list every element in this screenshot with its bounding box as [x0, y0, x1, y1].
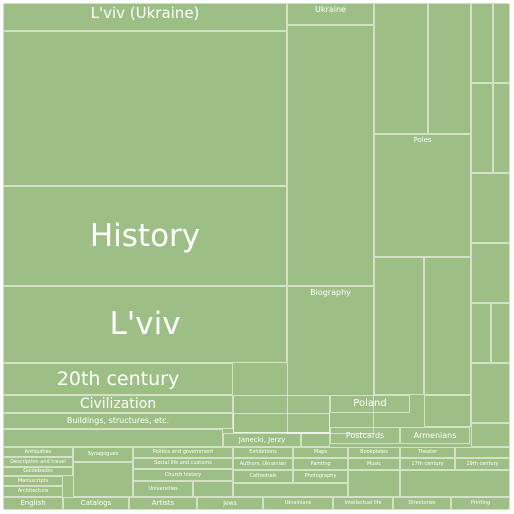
treemap-cell: Armenians: [400, 427, 470, 444]
treemap-cell-unlabeled: [287, 25, 374, 286]
treemap-cell: Poles: [374, 134, 471, 257]
treemap-cell-unlabeled: [455, 447, 510, 458]
treemap-cell: Photography: [293, 470, 348, 483]
treemap-cell-unlabeled: [400, 470, 510, 497]
treemap-cell: Janecki, Jerzy: [223, 433, 301, 447]
treemap-cell-unlabeled: [491, 303, 510, 363]
treemap-cell-unlabeled: [301, 433, 330, 447]
treemap-cell-unlabeled: [424, 395, 471, 427]
treemap-cell: English: [3, 497, 63, 510]
treemap-cell-unlabeled: [374, 257, 424, 395]
treemap-cell: Artists: [129, 497, 197, 510]
treemap-cell: L'viv: [3, 286, 287, 363]
treemap-cell: 19th century: [455, 458, 510, 470]
treemap-cell-unlabeled: [348, 470, 400, 497]
treemap-cell-unlabeled: [428, 3, 471, 134]
treemap-cell-unlabeled: [233, 413, 330, 433]
treemap-cell: Antiquities: [3, 447, 73, 457]
treemap-cell-unlabeled: [193, 481, 233, 497]
treemap-cell-unlabeled: [73, 462, 133, 497]
treemap-cell-unlabeled: [3, 31, 287, 186]
treemap-cell-unlabeled: [471, 3, 493, 83]
treemap-cell: Universities: [133, 481, 193, 497]
treemap-cell-unlabeled: [471, 423, 510, 447]
treemap-cell: Intellectual life: [333, 497, 393, 510]
treemap-cell: Manuscripts: [3, 476, 63, 486]
treemap-cell: Directories: [393, 497, 451, 510]
treemap-cell: Architecture: [3, 486, 63, 497]
treemap-cell: Politics and government: [133, 447, 233, 458]
treemap-cell-unlabeled: [471, 243, 510, 303]
treemap-cell: Cathedrals: [233, 470, 293, 483]
treemap-cell-unlabeled: [424, 257, 471, 395]
treemap-cell-unlabeled: [3, 429, 223, 447]
treemap-cell: Social life and customs: [133, 458, 233, 469]
treemap-cell: Ukraine: [287, 3, 374, 25]
treemap-cell: Synagogues: [73, 447, 133, 462]
treemap-cell-unlabeled: [471, 303, 491, 363]
treemap-cell: Exhibitions: [233, 447, 293, 458]
treemap-cell: Ukrainians: [263, 497, 333, 510]
treemap-cell: Music: [348, 458, 400, 470]
treemap-cell: L'viv (Ukraine): [3, 3, 287, 31]
treemap: L'viv (Ukraine) History L'viv 20th century U…: [3, 3, 510, 510]
treemap-cell-unlabeled: [493, 3, 510, 83]
treemap-cell: Postcards: [330, 427, 400, 444]
treemap-cell: 20th century: [3, 363, 233, 395]
treemap-cell-unlabeled: [233, 483, 348, 497]
treemap-cell: Maps: [293, 447, 348, 458]
treemap-cell: Catalogs: [63, 497, 129, 510]
treemap-cell: Jews: [197, 497, 263, 510]
treemap-cell-unlabeled: [493, 83, 510, 173]
treemap-cell: Buildings, structures, etc.: [3, 413, 233, 429]
treemap-cell: 17th century: [400, 458, 455, 470]
treemap-cell-unlabeled: [471, 363, 510, 423]
treemap-cell: Authors, Ukrainian: [233, 458, 293, 470]
treemap-cell: Poland: [330, 395, 410, 413]
treemap-cell-unlabeled: [471, 173, 510, 243]
treemap-cell: Painting: [293, 458, 348, 470]
treemap-cell-unlabeled: [471, 83, 493, 173]
treemap-cell: History: [3, 186, 287, 286]
treemap-cell-unlabeled: [374, 3, 428, 134]
treemap-cell: Printing: [451, 497, 510, 510]
treemap-cell: Theater: [400, 447, 455, 458]
treemap-cell: Bookplates: [348, 447, 400, 458]
treemap-cell: Description and travel: [3, 457, 73, 467]
treemap-cell: Civilization: [3, 395, 233, 413]
treemap-cell: Guidebooks: [3, 467, 73, 476]
treemap-cell: Church history: [133, 469, 233, 481]
